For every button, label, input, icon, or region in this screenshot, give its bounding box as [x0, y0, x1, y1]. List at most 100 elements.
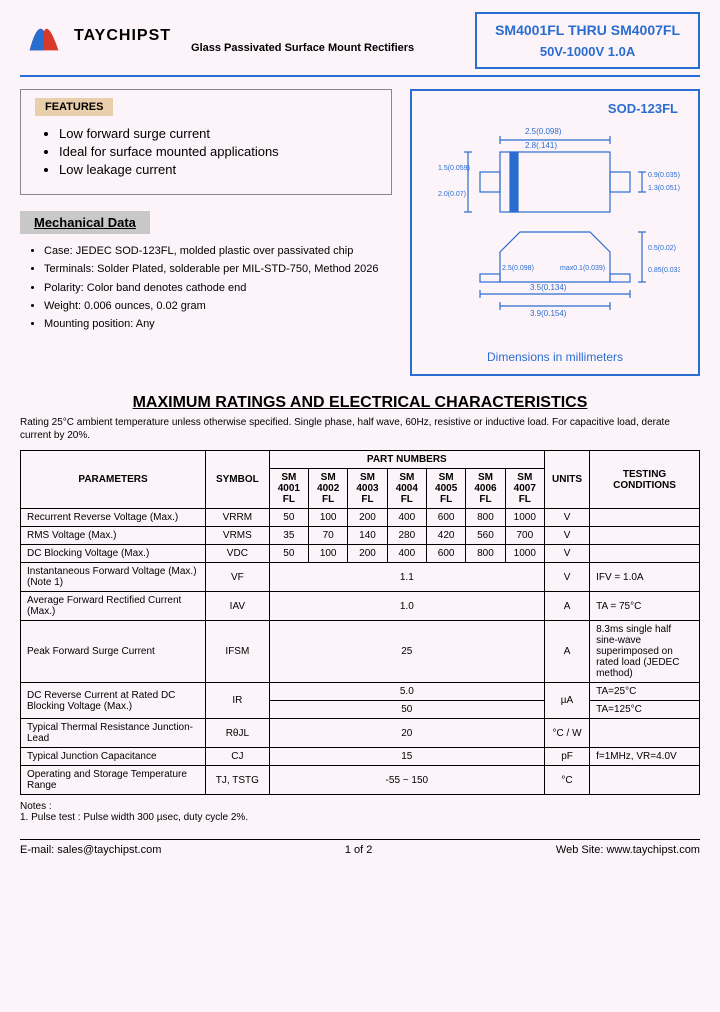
table-cell: V: [544, 527, 589, 545]
spec-table: PARAMETERS SYMBOL PART NUMBERS UNITS TES…: [20, 450, 700, 795]
dim-s1: 0.5(0.02): [648, 245, 676, 252]
mechanical-heading: Mechanical Data: [20, 211, 150, 234]
dim-b2: 3.9(0.154): [530, 309, 567, 318]
table-cell: 600: [426, 509, 465, 527]
th-part: SM4005FL: [426, 469, 465, 509]
th-parts: PART NUMBERS: [269, 451, 544, 469]
table-cell: IFV = 1.0A: [590, 563, 700, 592]
table-cell: 15: [269, 748, 544, 766]
table-cell: A: [544, 621, 589, 683]
table-row: Average Forward Rectified Current (Max.)…: [21, 592, 700, 621]
table-cell: 35: [269, 527, 308, 545]
ratings-note: Rating 25°C ambient temperature unless o…: [20, 416, 700, 442]
footer-email: E-mail: sales@taychipst.com: [20, 844, 161, 856]
package-name: SOD-123FL: [422, 101, 688, 116]
table-row: Peak Forward Surge CurrentIFSM25A8.3ms s…: [21, 621, 700, 683]
dim-s2: 0.85(0.033): [648, 267, 680, 274]
company-name: TAYCHIPST: [74, 27, 171, 45]
table-row: Typical Thermal Resistance Junction-Lead…: [21, 719, 700, 748]
table-cell: VRMS: [206, 527, 270, 545]
table-cell: f=1MHz, VR=4.0V: [590, 748, 700, 766]
table-cell: [590, 509, 700, 527]
dim-d2: 1.3(0.051): [648, 185, 680, 192]
table-cell: °C / W: [544, 719, 589, 748]
table-cell: [590, 766, 700, 795]
dim-p1: 2.5(0.098): [502, 265, 534, 272]
th-part: SM4006FL: [466, 469, 505, 509]
table-cell: [590, 719, 700, 748]
table-cell: RθJL: [206, 719, 270, 748]
table-cell: VDC: [206, 545, 270, 563]
table-cell: 5.0: [269, 683, 544, 701]
table-row: RMS Voltage (Max.)VRMS357014028042056070…: [21, 527, 700, 545]
table-cell: 70: [309, 527, 348, 545]
notes-section: Notes : 1. Pulse test : Pulse width 300 …: [20, 801, 700, 823]
table-cell: 400: [387, 545, 426, 563]
dim-t: max0.1(0.039): [560, 265, 605, 272]
table-cell: 140: [348, 527, 387, 545]
table-row: DC Reverse Current at Rated DC Blocking …: [21, 683, 700, 701]
table-cell: 100: [309, 545, 348, 563]
table-cell: V: [544, 563, 589, 592]
footer-page: 1 of 2: [345, 844, 373, 856]
table-cell: IAV: [206, 592, 270, 621]
table-row: Recurrent Reverse Voltage (Max.)VRRM5010…: [21, 509, 700, 527]
table-cell: 800: [466, 509, 505, 527]
table-cell: IR: [206, 683, 270, 719]
th-part: SM4003FL: [348, 469, 387, 509]
table-cell: 700: [505, 527, 544, 545]
table-cell: V: [544, 545, 589, 563]
package-diagram: SOD-123FL: [410, 89, 700, 376]
features-heading: FEATURES: [35, 98, 113, 116]
title-line2: 50V-1000V 1.0A: [495, 44, 680, 59]
table-cell: 20: [269, 719, 544, 748]
table-cell: 800: [466, 545, 505, 563]
table-cell: TA=125°C: [590, 701, 700, 719]
doc-subtitle: Glass Passivated Surface Mount Rectifier…: [191, 42, 414, 54]
table-row: Instantaneous Forward Voltage (Max.) (No…: [21, 563, 700, 592]
title-box: SM4001FL THRU SM4007FL 50V-1000V 1.0A: [475, 12, 700, 69]
mech-item: Weight: 0.006 ounces, 0.02 gram: [44, 299, 392, 313]
table-cell: Recurrent Reverse Voltage (Max.): [21, 509, 206, 527]
table-cell: VF: [206, 563, 270, 592]
mech-item: Polarity: Color band denotes cathode end: [44, 281, 392, 295]
table-cell: TA = 75°C: [590, 592, 700, 621]
title-line1: SM4001FL THRU SM4007FL: [495, 22, 680, 38]
company-logo: [20, 12, 68, 60]
table-cell: 50: [269, 545, 308, 563]
dim-b1: 3.5(0.134): [530, 283, 567, 292]
table-cell: µA: [544, 683, 589, 719]
ratings-title: MAXIMUM RATINGS AND ELECTRICAL CHARACTER…: [20, 394, 700, 412]
notes-label: Notes :: [20, 801, 700, 812]
table-cell: VRRM: [206, 509, 270, 527]
table-cell: IFSM: [206, 621, 270, 683]
th-part: SM4001FL: [269, 469, 308, 509]
header: TAYCHIPST Glass Passivated Surface Mount…: [20, 12, 700, 69]
table-cell: [590, 545, 700, 563]
table-cell: Average Forward Rectified Current (Max.): [21, 592, 206, 621]
th-params: PARAMETERS: [21, 451, 206, 509]
table-cell: 600: [426, 545, 465, 563]
table-row: Typical Junction CapacitanceCJ15pFf=1MHz…: [21, 748, 700, 766]
table-row: Operating and Storage Temperature RangeT…: [21, 766, 700, 795]
table-cell: A: [544, 592, 589, 621]
table-cell: 420: [426, 527, 465, 545]
dimensions-note: Dimensions in millimeters: [422, 350, 688, 364]
table-cell: 50: [269, 701, 544, 719]
features-box: FEATURES Low forward surge current Ideal…: [20, 89, 392, 195]
dim-d1: 0.9(0.035): [648, 172, 680, 179]
feature-item: Ideal for surface mounted applications: [59, 144, 377, 159]
mech-item: Terminals: Solder Plated, solderable per…: [44, 262, 392, 276]
table-cell: CJ: [206, 748, 270, 766]
mech-item: Case: JEDEC SOD-123FL, molded plastic ov…: [44, 244, 392, 258]
table-cell: Typical Junction Capacitance: [21, 748, 206, 766]
mechanical-section: Mechanical Data Case: JEDEC SOD-123FL, m…: [20, 211, 392, 331]
table-cell: pF: [544, 748, 589, 766]
feature-item: Low leakage current: [59, 162, 377, 177]
header-rule: [20, 75, 700, 77]
th-part: SM4007FL: [505, 469, 544, 509]
dim-w1: 2.5(0.098): [525, 127, 562, 136]
th-part: SM4002FL: [309, 469, 348, 509]
table-cell: TA=25°C: [590, 683, 700, 701]
table-cell: TJ, TSTG: [206, 766, 270, 795]
